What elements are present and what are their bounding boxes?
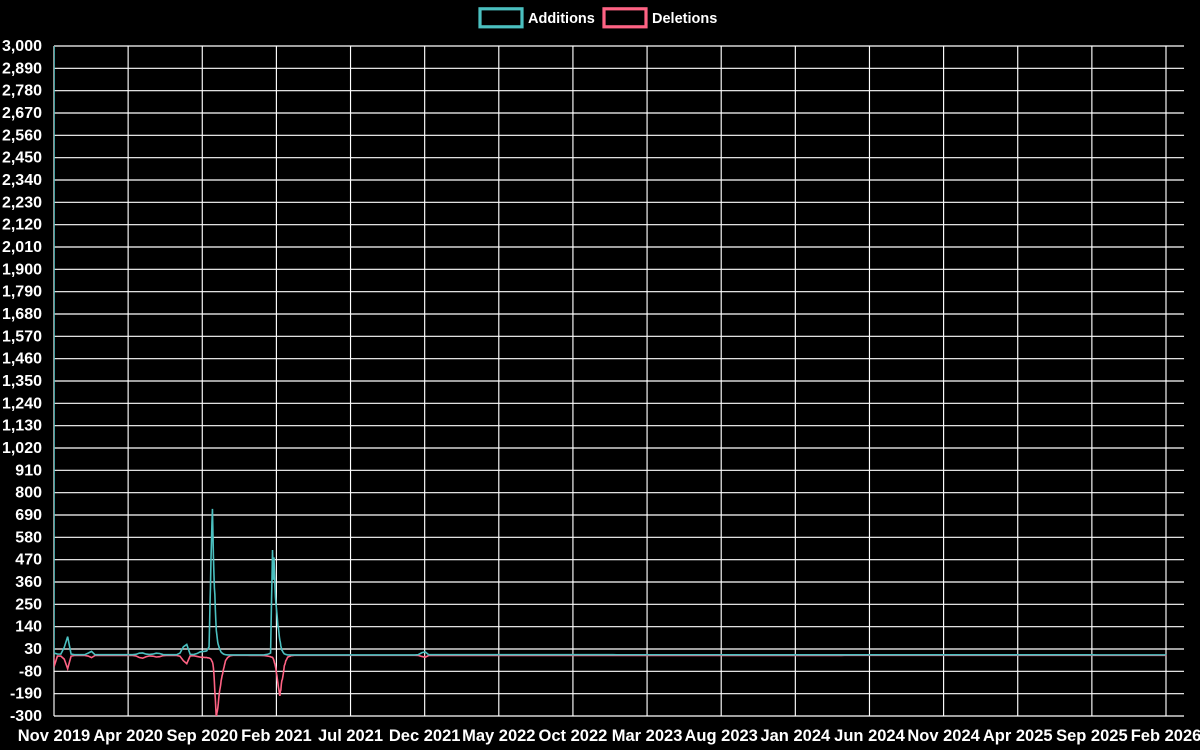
svg-text:1,460: 1,460	[2, 351, 42, 368]
svg-text:690: 690	[15, 507, 42, 524]
svg-text:Deletions: Deletions	[652, 11, 717, 27]
svg-text:470: 470	[15, 552, 42, 569]
svg-text:Jan 2024: Jan 2024	[760, 727, 831, 745]
svg-text:Feb 2021: Feb 2021	[241, 727, 312, 745]
svg-text:Apr 2025: Apr 2025	[983, 727, 1053, 745]
svg-text:May 2022: May 2022	[462, 727, 535, 745]
svg-text:30: 30	[24, 641, 42, 658]
svg-text:1,790: 1,790	[2, 284, 42, 301]
svg-text:Jun 2024: Jun 2024	[834, 727, 905, 745]
svg-text:250: 250	[15, 596, 42, 613]
svg-text:-190: -190	[10, 686, 42, 703]
svg-text:Aug 2023: Aug 2023	[685, 727, 758, 745]
svg-text:1,350: 1,350	[2, 373, 42, 390]
svg-text:2,670: 2,670	[2, 105, 42, 122]
svg-text:1,240: 1,240	[2, 395, 42, 412]
svg-text:3,000: 3,000	[2, 38, 42, 55]
svg-text:2,340: 2,340	[2, 172, 42, 189]
svg-text:1,130: 1,130	[2, 418, 42, 435]
svg-text:800: 800	[15, 485, 42, 502]
svg-text:Feb 2026: Feb 2026	[1131, 727, 1200, 745]
svg-text:Sep 2025: Sep 2025	[1056, 727, 1128, 745]
svg-text:Additions: Additions	[528, 11, 595, 27]
svg-text:910: 910	[15, 462, 42, 479]
svg-text:Nov 2019: Nov 2019	[18, 727, 90, 745]
svg-text:-300: -300	[10, 708, 42, 725]
svg-text:Nov 2024: Nov 2024	[907, 727, 980, 745]
svg-text:2,560: 2,560	[2, 127, 42, 144]
svg-text:Mar 2023: Mar 2023	[612, 727, 683, 745]
svg-text:140: 140	[15, 619, 42, 636]
svg-text:Apr 2020: Apr 2020	[93, 727, 163, 745]
svg-text:580: 580	[15, 529, 42, 546]
svg-text:360: 360	[15, 574, 42, 591]
svg-text:Dec 2021: Dec 2021	[389, 727, 461, 745]
svg-text:1,680: 1,680	[2, 306, 42, 323]
svg-text:2,890: 2,890	[2, 60, 42, 77]
svg-text:2,450: 2,450	[2, 150, 42, 167]
svg-text:1,020: 1,020	[2, 440, 42, 457]
svg-text:2,780: 2,780	[2, 83, 42, 100]
svg-text:-80: -80	[19, 663, 42, 680]
svg-text:Jul 2021: Jul 2021	[318, 727, 383, 745]
svg-text:2,230: 2,230	[2, 194, 42, 211]
svg-text:2,010: 2,010	[2, 239, 42, 256]
svg-text:1,570: 1,570	[2, 328, 42, 345]
svg-text:1,900: 1,900	[2, 261, 42, 278]
svg-text:2,120: 2,120	[2, 217, 42, 234]
svg-text:Sep 2020: Sep 2020	[166, 727, 238, 745]
svg-text:Oct 2022: Oct 2022	[539, 727, 608, 745]
